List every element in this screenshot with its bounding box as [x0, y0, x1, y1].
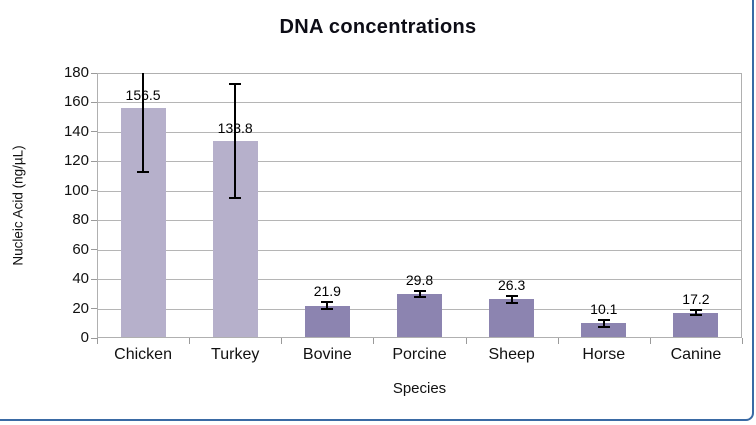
y-tick-label: 20 — [72, 299, 89, 317]
bar-value-label: 29.8 — [405, 272, 434, 289]
gridline — [98, 131, 741, 133]
error-bar — [418, 291, 421, 297]
bar — [581, 323, 627, 337]
y-axis-tick — [91, 72, 97, 74]
bar — [397, 294, 442, 337]
error-bar-cap-top — [321, 301, 334, 304]
x-tick-label: Porcine — [392, 346, 447, 363]
x-axis-tick — [373, 338, 375, 344]
y-axis-tick — [91, 249, 97, 251]
y-axis-title: Nucleic Acid (ng/µL) — [10, 145, 26, 266]
chart-title: DNA concentrations — [279, 16, 477, 38]
error-bar — [602, 319, 605, 327]
x-axis-tick — [281, 338, 283, 344]
y-tick-label: 140 — [63, 122, 89, 140]
gridline — [98, 161, 741, 163]
error-bar-cap-bottom — [321, 308, 334, 311]
bar — [673, 312, 719, 337]
y-tick-label: 0 — [80, 329, 89, 346]
bar — [304, 305, 350, 337]
y-axis-tick — [91, 190, 97, 192]
error-bar — [510, 295, 513, 303]
error-bar-cap-top — [229, 82, 242, 85]
gridline — [98, 102, 741, 104]
error-bar-cap-bottom — [505, 301, 518, 304]
y-tick-label: 40 — [72, 270, 89, 288]
gridline — [98, 249, 741, 251]
error-bar-cap-bottom — [413, 295, 426, 298]
y-axis-tick — [91, 337, 97, 339]
bar-value-label: 133.8 — [217, 120, 253, 137]
x-axis-tick — [557, 338, 559, 344]
y-axis-tick — [91, 278, 97, 280]
x-tick-label: Horse — [582, 346, 626, 363]
bar-value-label: 17.2 — [682, 291, 710, 308]
gridline — [98, 190, 741, 192]
gridline — [98, 279, 741, 281]
y-tick-label: 180 — [63, 64, 89, 81]
bar-value-label: 10.1 — [590, 300, 618, 317]
x-axis-tick — [649, 338, 651, 344]
bar — [489, 299, 535, 337]
bar-value-label: 156.5 — [125, 86, 161, 103]
bar-value-label: 26.3 — [498, 276, 526, 293]
error-bar-cap-top — [413, 290, 426, 293]
error-bar-cap-bottom — [689, 314, 702, 317]
error-bar — [234, 83, 237, 199]
x-axis-title: Species — [392, 380, 447, 397]
error-bar-cap-top — [689, 309, 702, 312]
x-axis-tick — [465, 338, 467, 344]
y-axis-tick — [91, 308, 97, 310]
error-bar-cap-bottom — [137, 170, 150, 173]
x-tick-label: Turkey — [211, 346, 260, 363]
x-tick-label: Sheep — [488, 346, 535, 363]
bar-value-label: 21.9 — [313, 283, 341, 300]
x-axis-tick — [742, 338, 743, 344]
y-tick-label: 60 — [72, 240, 89, 258]
error-bar — [326, 302, 329, 310]
y-axis-tick — [91, 101, 97, 103]
y-tick-label: 80 — [72, 211, 89, 229]
y-axis-tick — [91, 160, 97, 162]
x-axis-tick — [189, 338, 191, 344]
y-tick-label: 120 — [63, 152, 89, 170]
y-axis-tick — [91, 131, 97, 133]
error-bar — [142, 73, 145, 172]
x-tick-label: Chicken — [114, 346, 172, 363]
error-bar — [694, 310, 697, 316]
error-bar-cap-bottom — [597, 325, 610, 328]
y-axis-tick — [91, 219, 97, 221]
error-bar-cap-top — [597, 318, 610, 321]
error-bar-cap-bottom — [229, 197, 242, 200]
y-tick-label: 100 — [63, 181, 89, 199]
error-bar-cap-top — [505, 294, 518, 297]
x-tick-label: Bovine — [302, 346, 352, 363]
x-axis-tick — [97, 338, 98, 344]
x-tick-label: Canine — [670, 346, 722, 363]
y-tick-label: 160 — [63, 93, 89, 111]
gridline — [98, 220, 741, 222]
